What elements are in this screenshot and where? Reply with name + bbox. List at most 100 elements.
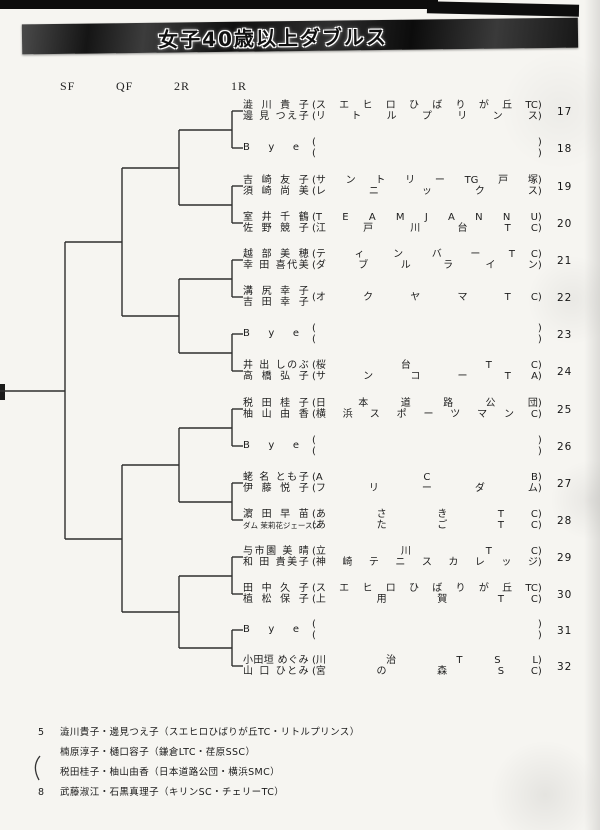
entry-number: 32 — [557, 661, 573, 673]
paren-open: ( — [312, 446, 316, 457]
entry-number: 20 — [557, 218, 573, 230]
bracket-entry-17: 澁 川 貴 子(スエヒロひばりが丘TC) 邊 見 つえ子(リ ト ル プ リ ン… — [0, 100, 600, 122]
footnote-text: 武藤淑江・石黒真理子（キリンSC・チェリーTC） — [60, 787, 285, 798]
player-name: 幸 田 喜代美 — [243, 260, 309, 271]
player-name: 高 橋 弘 子 — [243, 371, 309, 382]
paren-close: ) — [537, 212, 542, 223]
paren-close: ) — [537, 435, 542, 446]
paren-close: ) — [537, 409, 542, 420]
player-club: (スエヒロひばりが丘TC) — [312, 100, 542, 111]
paren-open: ( — [312, 666, 316, 677]
paren-open: ( — [312, 111, 316, 122]
bracket-entry-31-bye: () () B y e 31 — [0, 619, 600, 641]
paren-open: ( — [312, 175, 316, 186]
player-club: (T E A M J A N N U) — [312, 212, 542, 223]
paren-open: ( — [312, 398, 316, 409]
round-header-1r: 1R — [231, 79, 248, 93]
player-club: (レ ニ ッ ク ス) — [312, 186, 542, 197]
player-name: 伊 藤 悦 子 — [243, 483, 309, 494]
player-club: (フ リ ー ダ ム) — [312, 483, 542, 494]
player-name: 吉 崎 友 子 — [243, 175, 309, 186]
player-name: 溝 尻 幸 子 — [243, 286, 309, 297]
paren-open: ( — [312, 594, 316, 605]
paren-close: ) — [537, 111, 542, 122]
player-name: 吉 田 幸 子 — [243, 297, 309, 308]
player-name: 須 崎 尚 美 — [243, 186, 309, 197]
player-club: (桜 台 T C) — [312, 360, 542, 371]
player-club: (日 本 道 路 公 団) — [312, 398, 542, 409]
bracket-entry-20: 室 井 千 鶴(T E A M J A N N U) 佐 野 競 子(江 戸 川… — [0, 212, 600, 234]
paren-close: ) — [537, 619, 542, 630]
player-club: (あ さ き T C) — [312, 509, 542, 520]
paren-open: ( — [312, 100, 316, 111]
entry-number: 31 — [557, 625, 573, 637]
bracket-entry-32: 小田垣 めぐみ(川 治 T S L) 山 口 ひとみ(宮 の 森 S C) 32 — [0, 655, 600, 677]
paren-close: ) — [537, 249, 542, 260]
paren-close: ) — [537, 148, 542, 159]
footnote-seed-5: 5 澁川貴子・邊見つえ子（スエヒロひばりが丘TC・リトルプリンス） — [38, 727, 360, 739]
entry-number: 25 — [557, 404, 573, 416]
paren-open: ( — [312, 630, 316, 641]
footnote-seed-6: 楠原淳子・樋口容子（鎌倉LTC・荏原SSC） — [38, 747, 255, 759]
scan-edge-mark — [0, 384, 5, 400]
player-name: ダム 茉莉花ジェースン — [243, 521, 321, 530]
bye-label: B y e — [243, 328, 299, 339]
paren-close: ) — [537, 630, 542, 641]
paren-close: ) — [537, 557, 542, 568]
paren-close: ) — [537, 100, 542, 111]
paren-open: ( — [312, 483, 316, 494]
entry-number: 22 — [557, 292, 573, 304]
paren-close: ) — [537, 472, 542, 483]
empty-club-slot: () — [312, 334, 542, 345]
entry-number: 23 — [557, 329, 573, 341]
player-name: 和 田 貴美子 — [243, 557, 309, 568]
player-club: (江 戸 川 台 T C) — [312, 223, 542, 234]
player-club: (立 川 T C) — [312, 546, 542, 557]
player-name: 邊 見 つえ子 — [243, 111, 309, 122]
paren-open: ( — [312, 212, 316, 223]
player-club: (リ ト ル プ リ ン ス) — [312, 111, 542, 122]
round-header-qf: QF — [116, 79, 134, 93]
paren-open: ( — [312, 619, 316, 630]
paren-close: ) — [537, 520, 542, 531]
entry-number: 24 — [557, 366, 573, 378]
empty-club-slot: () — [312, 630, 542, 641]
team-club: (オ ク ヤ マ T C) — [312, 291, 542, 303]
bye-label: B y e — [243, 440, 299, 451]
bracket-entry-25: 税 田 桂 子(日 本 道 路 公 団) 柚 山 由 香(横浜スポーツマンC) … — [0, 398, 600, 420]
player-club: (テ ィ ン バ ー T C) — [312, 249, 542, 260]
bye-label: B y e — [243, 624, 299, 635]
paren-close: ) — [537, 546, 542, 557]
footnote-text: 楠原淳子・樋口容子（鎌倉LTC・荏原SSC） — [60, 747, 256, 758]
paren-open: ( — [312, 291, 316, 303]
paren-open: ( — [312, 334, 316, 345]
footnote-number: 5 — [38, 727, 45, 738]
round-header-sf: SF — [60, 79, 76, 93]
bracket-entry-29: 与市園 美 晴(立 川 T C) 和 田 貴美子(神崎テニスカレッジ) 29 — [0, 546, 600, 568]
paren-close: ) — [537, 186, 542, 197]
scan-top-bar — [0, 0, 438, 9]
paren-open: ( — [312, 520, 316, 531]
player-name: 室 井 千 鶴 — [243, 212, 309, 223]
bracket-entry-22: 溝 尻 幸 子 吉 田 幸 子 (オ ク ヤ マ T C) 22 — [0, 286, 600, 308]
bracket-entry-18-bye: () () B y e 18 — [0, 137, 600, 159]
footnote-seed-8: 8 武藤淑江・石黒真理子（キリンSC・チェリーTC） — [38, 787, 284, 799]
player-club: (横浜スポーツマンC) — [312, 409, 542, 420]
player-club: (サ ン コ ー T A) — [312, 371, 542, 382]
player-name: 山 口 ひとみ — [243, 666, 309, 677]
player-name: 税 田 桂 子 — [243, 398, 309, 409]
paren-close: ) — [537, 398, 542, 409]
bracket-entry-28: 濵 田 早 苗(あ さ き T C) ダム 茉莉花ジェースン(あ た ご T C… — [0, 509, 600, 531]
player-club: (あ た ご T C) — [312, 520, 542, 531]
entry-number: 27 — [557, 478, 573, 490]
player-name: 蛯 名 とも子 — [243, 472, 309, 483]
paren-close: ) — [537, 583, 542, 594]
player-name: 植 松 保 子 — [243, 594, 309, 605]
entry-number: 18 — [557, 143, 573, 155]
bye-label: B y e — [243, 142, 299, 153]
entry-number: 28 — [557, 515, 573, 527]
paren-close: ) — [537, 594, 542, 605]
bracket-entry-19: 吉 崎 友 子(サントリーTG戸塚) 須 崎 尚 美(レ ニ ッ ク ス) 19 — [0, 175, 600, 197]
